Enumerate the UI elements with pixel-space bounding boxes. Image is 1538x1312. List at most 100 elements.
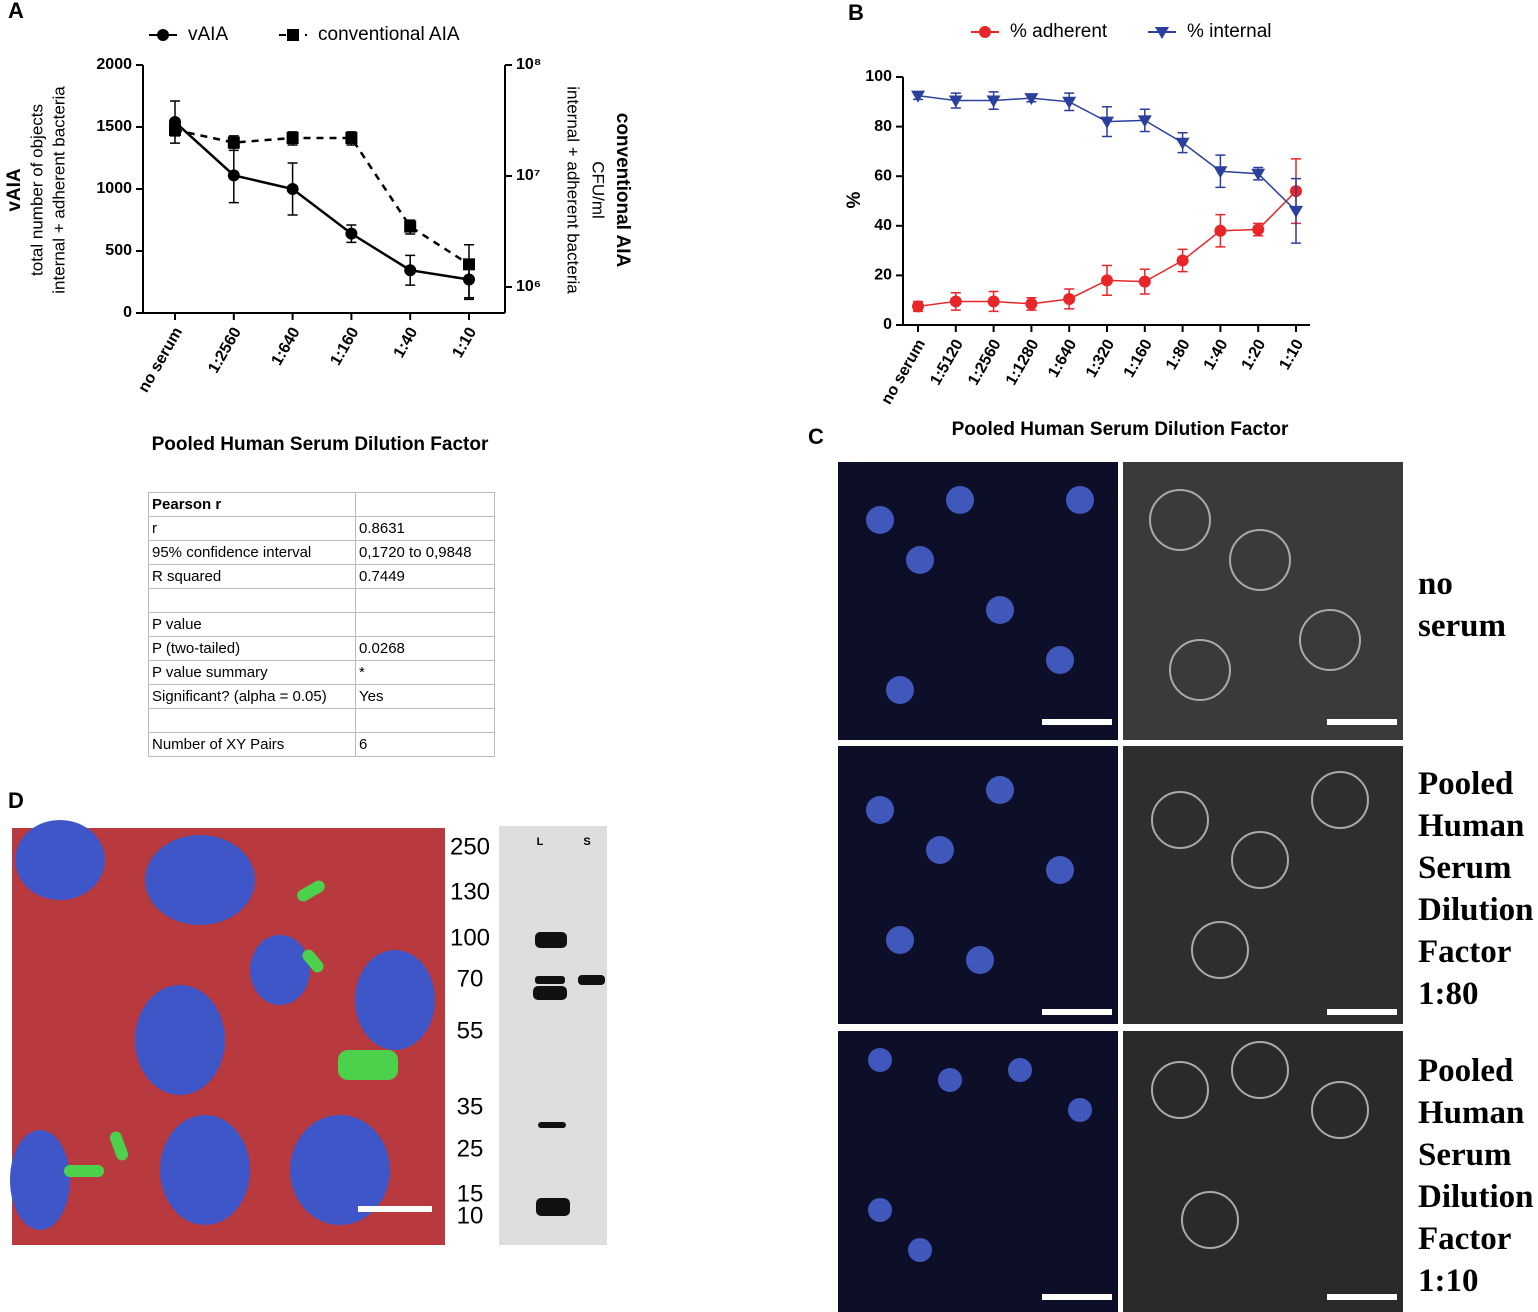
ladder-label: 70 [457,965,484,992]
image [838,746,1118,1024]
marker [948,95,963,108]
lane-label: L [537,836,544,848]
x-tick-label: no serum [135,325,186,396]
y2-axis-title: conventional AIA [612,113,633,268]
marker [1024,93,1039,106]
table-row: r 0.8631 [148,516,495,541]
image [1123,462,1403,740]
marker [1062,96,1077,109]
table-cell: 0.8631 [355,516,495,541]
marker [286,131,299,144]
marker [1214,224,1227,237]
marker [986,95,1001,108]
legend-marker [1155,27,1169,39]
y-tick-label: 500 [105,242,132,259]
row-label: Pooled Human Serum Dilution Factor 1:10 [1418,1053,1534,1299]
legend-label: conventional AIA [318,24,460,45]
series-line [174,128,470,266]
lane-label: S [583,836,590,848]
x-tick-label: no serum [878,337,929,408]
table-cell: 95% confidence interval [148,540,356,565]
marker [345,227,358,240]
table-cell: Significant? (alpha = 0.05) [148,684,356,709]
table-cell: P value summary [148,660,356,685]
table-row: Pearson r [148,492,495,517]
table-cell: 0.0268 [355,636,495,661]
x-tick-label: 1:20 [1239,337,1270,373]
ladder-label: 250 [450,833,490,860]
x-tick-label: 1:5120 [927,337,967,389]
x-axis-title: Pooled Human Serum Dilution Factor [152,434,489,455]
image [1123,746,1403,1024]
x-tick-label: 1:640 [269,325,304,369]
ladder-label: 15 [457,1180,484,1207]
marker [911,90,925,103]
x-tick-label: 1:2560 [965,337,1005,389]
table-cell: Number of XY Pairs [148,732,356,757]
marker [1175,137,1190,150]
x-tick-label: 1:80 [1163,337,1194,373]
marker [345,131,358,144]
series-line [174,121,470,281]
marker [404,220,417,233]
marker [1101,274,1113,287]
x-axis-title: Pooled Human Serum Dilution Factor [952,419,1289,440]
table-cell: Pearson r [148,492,356,517]
y2-tick-label: 10⁸ [516,56,541,73]
nuclei [866,486,1094,1262]
panel-label: C [808,424,824,449]
table-row: Number of XY Pairs 6 [148,732,495,757]
panel-label: B [848,0,864,25]
panel-label: A [8,0,24,23]
marker [1289,205,1303,218]
table-cell: * [355,660,495,685]
marker [227,136,240,149]
ladder-label: 35 [457,1093,484,1120]
marker [463,258,475,271]
table-cell [355,492,495,517]
legend-marker [979,26,991,38]
nuclei [10,820,435,1230]
x-tick-label: 1:40 [1201,337,1232,373]
row-label: Pooled Human Serum Dilution Factor 1:80 [1418,766,1534,1012]
y-tick-label: 1000 [96,180,132,197]
table-row: Significant? (alpha = 0.05) Yes [148,684,495,709]
error-bar [464,244,474,299]
x-tick-label: 1:40 [391,325,422,361]
table-cell [355,612,495,637]
table-row [148,588,495,613]
legend-label: % adherent [1010,21,1108,42]
marker [1063,292,1076,305]
legend-marker [157,29,169,41]
y-tick-label: 40 [874,217,892,234]
y-tick-label: 0 [123,304,132,321]
y-axis-title: % [844,191,865,208]
table-cell: 6 [355,732,495,757]
marker [1251,168,1266,181]
table-cell [355,708,495,733]
x-tick-label: 1:160 [1121,337,1156,381]
table-cell: 0,1720 to 0,9848 [355,540,495,565]
y2-tick-label: 10⁷ [516,167,540,184]
row-label: no serum [1418,566,1506,644]
blot [499,826,607,1245]
y-axis-title: vAIA [4,168,25,212]
ladder-label: 10 [457,1202,484,1229]
ladder-label: 55 [457,1017,484,1044]
y-axis-title: total number of objects [27,104,46,276]
y-tick-label: 100 [865,68,892,85]
table-row: R squared 0.7449 [148,564,495,589]
x-tick-label: 1:2560 [205,325,245,377]
table-cell: r [148,516,356,541]
image [838,1031,1118,1312]
y-tick-label: 1500 [96,118,132,135]
marker [227,169,240,182]
marker [912,300,924,313]
legend-label: % internal [1187,21,1272,42]
marker [1137,115,1152,128]
y2-tick-label: 10⁶ [516,278,541,295]
cell-outlines [1149,489,1369,1249]
pearson-table: Pearson r r 0.8631 95% confidence interval 0… [148,492,495,757]
y-tick-label: 20 [874,267,892,284]
marker [404,264,417,277]
